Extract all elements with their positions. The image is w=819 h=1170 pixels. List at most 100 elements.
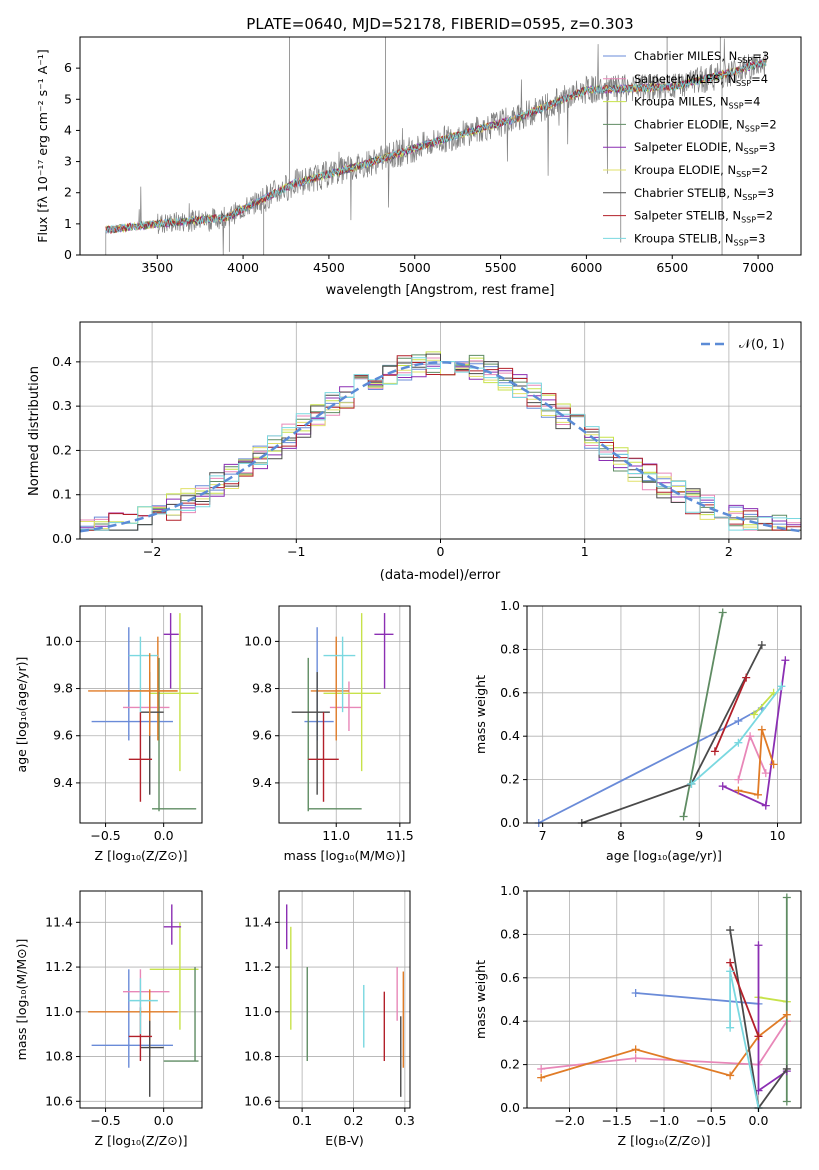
legend-label: Salpeter MILES, NSSP=4 [634,72,768,88]
weight-marker [537,1073,546,1082]
weight-marker [761,769,770,778]
weight-marker [742,673,751,682]
weight-marker [718,608,727,617]
weight-marker [726,967,735,976]
spectrum-axes-frame [79,36,802,256]
x-tick-label: 7000 [742,260,774,275]
x-axis-label: mass [log₁₀(M/M⊙)] [284,848,406,863]
x-tick-label: −0.5 [696,1113,726,1128]
figure-title: PLATE=0640, MJD=52178, FIBERID=0595, z=0… [246,15,633,33]
y-tick-label: 1 [64,216,72,231]
y-axis-label: mass weight [473,960,488,1039]
y-tick-label: 9.4 [53,775,73,790]
x-tick-label: 0.0 [749,1113,769,1128]
x-tick-label: 4000 [227,260,259,275]
y-tick-label: 3 [64,154,72,169]
x-tick-label: 1 [581,544,589,559]
y-tick-label: 9.8 [53,681,73,696]
model-spectrum-line [105,59,767,234]
weight-marker [761,801,770,810]
weight-line [753,692,775,716]
y-tick-label: 2 [64,185,72,200]
weight-marker [687,779,696,788]
x-tick-label: 7 [539,828,547,843]
y-tick-label: 0.8 [500,926,520,941]
y-tick-label: 6 [64,60,72,75]
weight-marker [726,1023,735,1032]
spectrum-ticks: 3500 4000 4500 5000 5500 6000 6500 7000 0 1 2 3 4 5 6 [64,60,774,275]
model-spectrum-line [105,60,767,235]
weight-marker [631,1045,640,1054]
y-tick-label: 10.8 [244,1049,272,1064]
x-tick-label: 6000 [571,260,603,275]
x-tick-label: −1 [287,544,305,559]
spectrum-lines [105,37,767,256]
weight-line [635,992,759,1005]
spectrum-panel: 3500 4000 4500 5000 5500 6000 6500 70000123456 … [35,36,802,298]
y-tick-label: 0.3 [52,398,72,413]
histogram-step [80,357,801,531]
x-tick-label: −1.0 [649,1113,679,1128]
weight-marker [718,782,727,791]
legend-label: Chabrier STELIB, NSSP=3 [634,186,774,202]
x-axis-label: Z [log₁₀(Z/Z⊙)] [95,848,188,863]
residuals-ylabel: Normed distribution [27,366,42,496]
y-tick-label: 0.0 [500,815,520,830]
x-tick-label: −0.5 [90,1113,120,1128]
weight-vs-Z-panel: −2.0 −1.5 −1.0 −0.5 0.0 0.0 0.2 0.4 0.6 0.8 1.0 Z [… [473,883,802,1148]
x-tick-label: 6500 [656,260,688,275]
weight-marker [710,747,719,756]
x-axis-label: E(B-V) [325,1133,364,1148]
y-tick-label: 0.6 [500,685,520,700]
y-tick-label: 0.4 [500,1013,520,1028]
weight-marker [769,760,778,769]
x-tick-label: 2 [725,544,733,559]
weight-marker [782,893,791,902]
gaussian-curve [79,361,802,533]
mass-vs-Z-panel: −0.5 0.0 10.6 10.8 11.0 11.2 11.4 Z [log₁₀(Z/Z⊙… [14,890,203,1148]
weight-marker [734,775,743,784]
y-tick-label: 10.0 [244,633,272,648]
x-tick-label: −2.0 [554,1113,584,1128]
weight-marker [782,1097,791,1106]
weight-line [538,707,763,824]
y-tick-label: 5 [64,91,72,106]
x-tick-label: 5000 [399,260,431,275]
legend-label: Kroupa MILES, NSSP=4 [634,95,760,111]
y-tick-label: 0.1 [52,487,72,502]
y-tick-label: 4 [64,122,72,137]
y-tick-label: 10.6 [244,1093,272,1108]
weight-marker [734,786,743,795]
x-tick-label: 0.1 [292,1113,312,1128]
x-tick-label: −0.5 [90,828,120,843]
residuals-panel: −2 −1 0 1 2 0.0 0.1 0.2 0.3 0.4 (data-model)/erro… [27,321,802,583]
y-tick-label: 1.0 [500,598,520,613]
weight-marker [631,1054,640,1063]
residuals-legend: 𝒩(0, 1) [701,336,785,351]
age-vs-Z-panel: −0.5 0.0 9.4 9.6 9.8 10.0 Z [log₁₀(Z/Z⊙)] age [… [14,605,203,863]
weight-marker [782,1064,791,1073]
mass-vs-ebv-panel: 0.1 0.2 0.3 10.6 10.8 11.0 11.2 11.4 E(B-V) [244,890,415,1148]
weight-line [738,729,775,796]
y-tick-label: 1.0 [500,883,520,898]
y-axis-label: mass weight [473,675,488,754]
weight-marker [754,1032,763,1041]
legend-label: Chabrier MILES, NSSP=3 [634,49,769,65]
residuals-xlabel: (data-model)/error [380,568,501,583]
y-tick-label: 0.2 [500,1057,520,1072]
weight-marker [754,941,763,950]
y-tick-label: 0.6 [500,970,520,985]
weight-line [758,996,787,1003]
x-tick-label: 9 [695,828,703,843]
axes-frame [79,605,203,824]
spectrum-ylabel: Flux [fλ 10⁻¹⁷ erg cm⁻² s⁻¹ A⁻¹] [35,49,50,242]
x-tick-label: 0.2 [344,1113,364,1128]
weight-marker [781,656,790,665]
weight-line [729,962,760,1037]
weight-marker [746,732,755,741]
y-tick-label: 0.4 [500,728,520,743]
weight-marker [537,1064,546,1073]
axes-frame [278,605,411,824]
y-tick-label: 10.8 [45,1049,73,1064]
y-tick-label: 9.6 [53,728,73,743]
